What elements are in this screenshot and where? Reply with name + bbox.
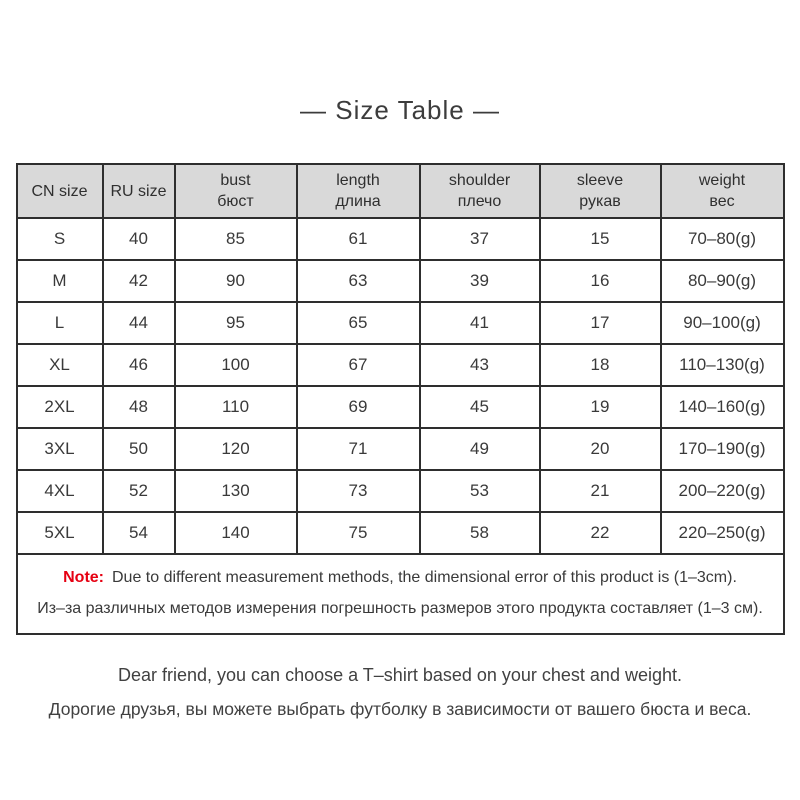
table-cell: 75 (295, 511, 421, 555)
table-cell: 4XL (15, 469, 104, 513)
table-cell: 67 (295, 343, 421, 387)
table-cell: 90 (173, 259, 298, 303)
table-cell: 16 (538, 259, 662, 303)
table-cell: 40 (101, 217, 176, 261)
footer-advice-ru: Дорогие друзья, вы можете выбрать футбол… (48, 699, 752, 719)
column-header: length длина (295, 163, 421, 219)
table-cell: 20 (538, 427, 662, 471)
note-text-ru: Из–за различных методов измерения погреш… (37, 600, 763, 617)
table-cell: 21 (538, 469, 662, 513)
column-header: bust бюст (173, 163, 298, 219)
table-cell: 52 (101, 469, 176, 513)
table-cell: 39 (418, 259, 541, 303)
size-table-header-row: CN size RU size bust бюст length длина shoulde… (15, 163, 785, 219)
table-row: 3XL 50 120 71 49 20 170–190(g) (15, 427, 785, 471)
table-cell: 19 (538, 385, 662, 429)
table-cell: 15 (538, 217, 662, 261)
table-cell: 41 (418, 301, 541, 345)
column-header: CN size (15, 163, 104, 219)
table-cell: 44 (101, 301, 176, 345)
column-header: RU size (101, 163, 176, 219)
table-row: S 40 85 61 37 15 70–80(g) (15, 217, 785, 261)
table-cell: 90–100(g) (659, 301, 785, 345)
table-cell: 220–250(g) (659, 511, 785, 555)
column-header: weight вес (659, 163, 785, 219)
table-cell: L (15, 301, 104, 345)
note-label: Note: (63, 569, 104, 586)
table-cell: 65 (295, 301, 421, 345)
column-header: shoulder плечо (418, 163, 541, 219)
note-text-en: Due to different measurement methods, th… (112, 569, 737, 586)
note-row: Note: Due to different measurement method… (15, 553, 785, 635)
table-cell: 58 (418, 511, 541, 555)
table-cell: 95 (173, 301, 298, 345)
table-cell: 45 (418, 385, 541, 429)
note-line-en: Note: Due to different measurement method… (26, 562, 775, 593)
table-row: M 42 90 63 39 16 80–90(g) (15, 259, 785, 303)
table-cell: 200–220(g) (659, 469, 785, 513)
table-cell: 17 (538, 301, 662, 345)
table-row: 5XL 54 140 75 58 22 220–250(g) (15, 511, 785, 555)
table-cell: 120 (173, 427, 298, 471)
table-cell: 73 (295, 469, 421, 513)
table-cell: 130 (173, 469, 298, 513)
table-cell: 22 (538, 511, 662, 555)
table-cell: 54 (101, 511, 176, 555)
size-table-body: S 40 85 61 37 15 70–80(g) M 42 90 63 39 16 80–90(g) L 4… (15, 217, 785, 555)
table-cell: 18 (538, 343, 662, 387)
table-cell: 70–80(g) (659, 217, 785, 261)
table-cell: 61 (295, 217, 421, 261)
table-cell: 110–130(g) (659, 343, 785, 387)
table-cell: 50 (101, 427, 176, 471)
column-header: sleeve рукав (538, 163, 662, 219)
table-cell: 69 (295, 385, 421, 429)
table-cell: XL (15, 343, 104, 387)
table-cell: 85 (173, 217, 298, 261)
table-cell: 37 (418, 217, 541, 261)
table-cell: 43 (418, 343, 541, 387)
table-cell: 42 (101, 259, 176, 303)
table-cell: 140 (173, 511, 298, 555)
page-title: — Size Table — (300, 95, 500, 125)
table-cell: S (15, 217, 104, 261)
table-cell: 49 (418, 427, 541, 471)
table-row: XL 46 100 67 43 18 110–130(g) (15, 343, 785, 387)
table-cell: 3XL (15, 427, 104, 471)
table-row: 2XL 48 110 69 45 19 140–160(g) (15, 385, 785, 429)
table-row: 4XL 52 130 73 53 21 200–220(g) (15, 469, 785, 513)
table-row: L 44 95 65 41 17 90–100(g) (15, 301, 785, 345)
table-cell: 2XL (15, 385, 104, 429)
footer-advice-en: Dear friend, you can choose a T–shirt ba… (117, 665, 682, 685)
table-cell: 170–190(g) (659, 427, 785, 471)
table-cell: 71 (295, 427, 421, 471)
table-cell: M (15, 259, 104, 303)
table-cell: 140–160(g) (659, 385, 785, 429)
table-cell: 80–90(g) (659, 259, 785, 303)
size-table: CN size RU size bust бюст length длина shoulde… (15, 163, 785, 635)
table-cell: 5XL (15, 511, 104, 555)
table-cell: 48 (101, 385, 176, 429)
note-cell: Note: Due to different measurement method… (15, 553, 785, 635)
table-cell: 53 (418, 469, 541, 513)
table-cell: 46 (101, 343, 176, 387)
table-cell: 110 (173, 385, 298, 429)
table-cell: 100 (173, 343, 298, 387)
table-cell: 63 (295, 259, 421, 303)
